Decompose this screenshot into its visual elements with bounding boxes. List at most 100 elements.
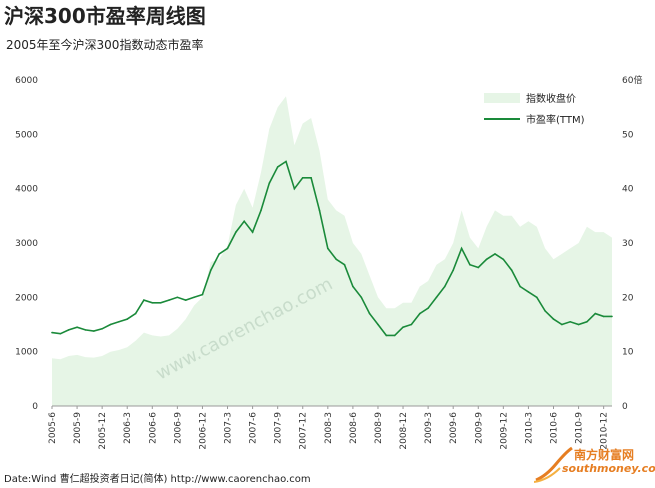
- pe-point: [84, 329, 87, 331]
- pe-point: [59, 332, 62, 335]
- pe-point: [118, 321, 120, 323]
- pe-point: [176, 296, 179, 299]
- x-tick-label: 2008-6: [349, 412, 359, 444]
- pe-point: [510, 269, 513, 272]
- pe-point: [393, 334, 396, 337]
- pe-point: [544, 310, 546, 312]
- pe-point: [143, 299, 145, 301]
- legend-area-swatch: [484, 93, 520, 103]
- x-tick-label: 2006-6: [148, 412, 158, 444]
- pe-point: [327, 247, 329, 250]
- southmoney-logo: 南方财富网 southmoney.com: [534, 446, 655, 484]
- pe-point: [460, 247, 463, 250]
- pe-point: [210, 269, 212, 272]
- x-tick-label: 2009-9: [474, 412, 484, 444]
- right-tick-label: 30: [622, 239, 634, 249]
- pe-point: [402, 326, 404, 329]
- x-tick-label: 2009-3: [424, 412, 434, 444]
- pe-point: [126, 318, 128, 320]
- pe-point: [435, 296, 438, 299]
- logo-url-text: southmoney.com: [562, 462, 655, 475]
- pe-point: [235, 231, 237, 233]
- pe-point: [109, 323, 112, 326]
- logo-swoosh-icon: [534, 446, 573, 483]
- pe-point: [368, 312, 371, 315]
- pe-point: [251, 231, 254, 233]
- left-tick-label: 6000: [15, 76, 38, 86]
- pe-point: [385, 334, 388, 337]
- axis-layer: 0 1000 2000 3000 4000 5000 6000 0 10 20 30 40 50 60倍 2…: [15, 74, 642, 450]
- left-tick-label: 2000: [15, 293, 38, 303]
- pe-point: [536, 296, 538, 299]
- legend-line-label: 市盈率(TTM): [526, 113, 585, 126]
- left-tick-label: 4000: [15, 185, 38, 195]
- x-tick-label: 2005-12: [98, 412, 108, 450]
- pe-point: [301, 177, 304, 179]
- pe-point: [318, 209, 321, 212]
- pe-point: [184, 299, 187, 301]
- pe-point: [159, 302, 162, 304]
- pe-point: [444, 285, 446, 288]
- right-tick-label: 40: [622, 185, 634, 195]
- x-tick-label: 2006-12: [198, 412, 208, 450]
- x-tick-label: 2010-9: [575, 412, 585, 444]
- pe-point: [419, 312, 421, 315]
- pe-point: [485, 258, 488, 261]
- pe-point: [260, 209, 262, 212]
- x-tick-label: 2005-9: [73, 412, 83, 444]
- pe-point: [552, 318, 555, 320]
- pe-point: [268, 182, 271, 184]
- pe-point: [577, 323, 580, 326]
- pe-point: [93, 330, 95, 332]
- pe-line-layer: [51, 160, 613, 337]
- pe-point: [611, 315, 613, 318]
- pe-point: [335, 258, 338, 261]
- pe-point: [569, 321, 571, 323]
- pe-point: [243, 220, 245, 223]
- pe-point: [494, 253, 496, 255]
- logo-cn-text: 南方财富网: [574, 448, 635, 462]
- pe-point: [427, 307, 429, 310]
- pe-point: [168, 299, 170, 301]
- left-tick-label: 3000: [15, 239, 38, 249]
- left-tick-label: 5000: [15, 130, 38, 140]
- pe-point: [218, 253, 220, 255]
- pe-point: [201, 293, 204, 296]
- x-tick-label: 2010-6: [549, 412, 559, 444]
- pe-point: [477, 266, 480, 269]
- x-tick-label: 2007-9: [274, 412, 284, 444]
- index-area-layer: [52, 96, 612, 407]
- pe-point: [151, 302, 154, 304]
- pe-point: [134, 312, 137, 315]
- x-tick-label: 2007-3: [224, 412, 234, 444]
- x-tick-label: 2008-3: [324, 412, 334, 444]
- pe-point: [586, 321, 588, 323]
- left-tick-label: 0: [32, 402, 38, 412]
- pe-point: [519, 285, 521, 288]
- left-tick-label: 1000: [15, 348, 38, 358]
- pe-point: [343, 263, 346, 266]
- x-tick-label: 2009-12: [499, 412, 509, 450]
- pe-point: [410, 323, 413, 326]
- pe-point: [51, 331, 53, 334]
- pe-point: [469, 263, 471, 266]
- right-tick-label: 20: [622, 293, 634, 303]
- x-tick-label: 2007-12: [299, 412, 309, 450]
- pe-point: [276, 166, 279, 168]
- x-tick-label: 2006-3: [123, 412, 133, 444]
- pe-ttm-line: [51, 160, 612, 337]
- pe-point: [594, 312, 597, 315]
- pe-point: [527, 291, 530, 293]
- pe-point: [285, 160, 287, 163]
- pe-point: [602, 315, 605, 318]
- x-tick-label: 2007-6: [249, 412, 259, 444]
- pe-point: [502, 258, 505, 261]
- x-tick-label: 2010-12: [600, 412, 610, 450]
- x-tick-label: 2009-6: [449, 412, 459, 444]
- pe-point: [101, 328, 103, 330]
- right-tick-label: 0: [622, 402, 628, 412]
- pe-point: [377, 323, 379, 326]
- pe-point: [193, 296, 195, 299]
